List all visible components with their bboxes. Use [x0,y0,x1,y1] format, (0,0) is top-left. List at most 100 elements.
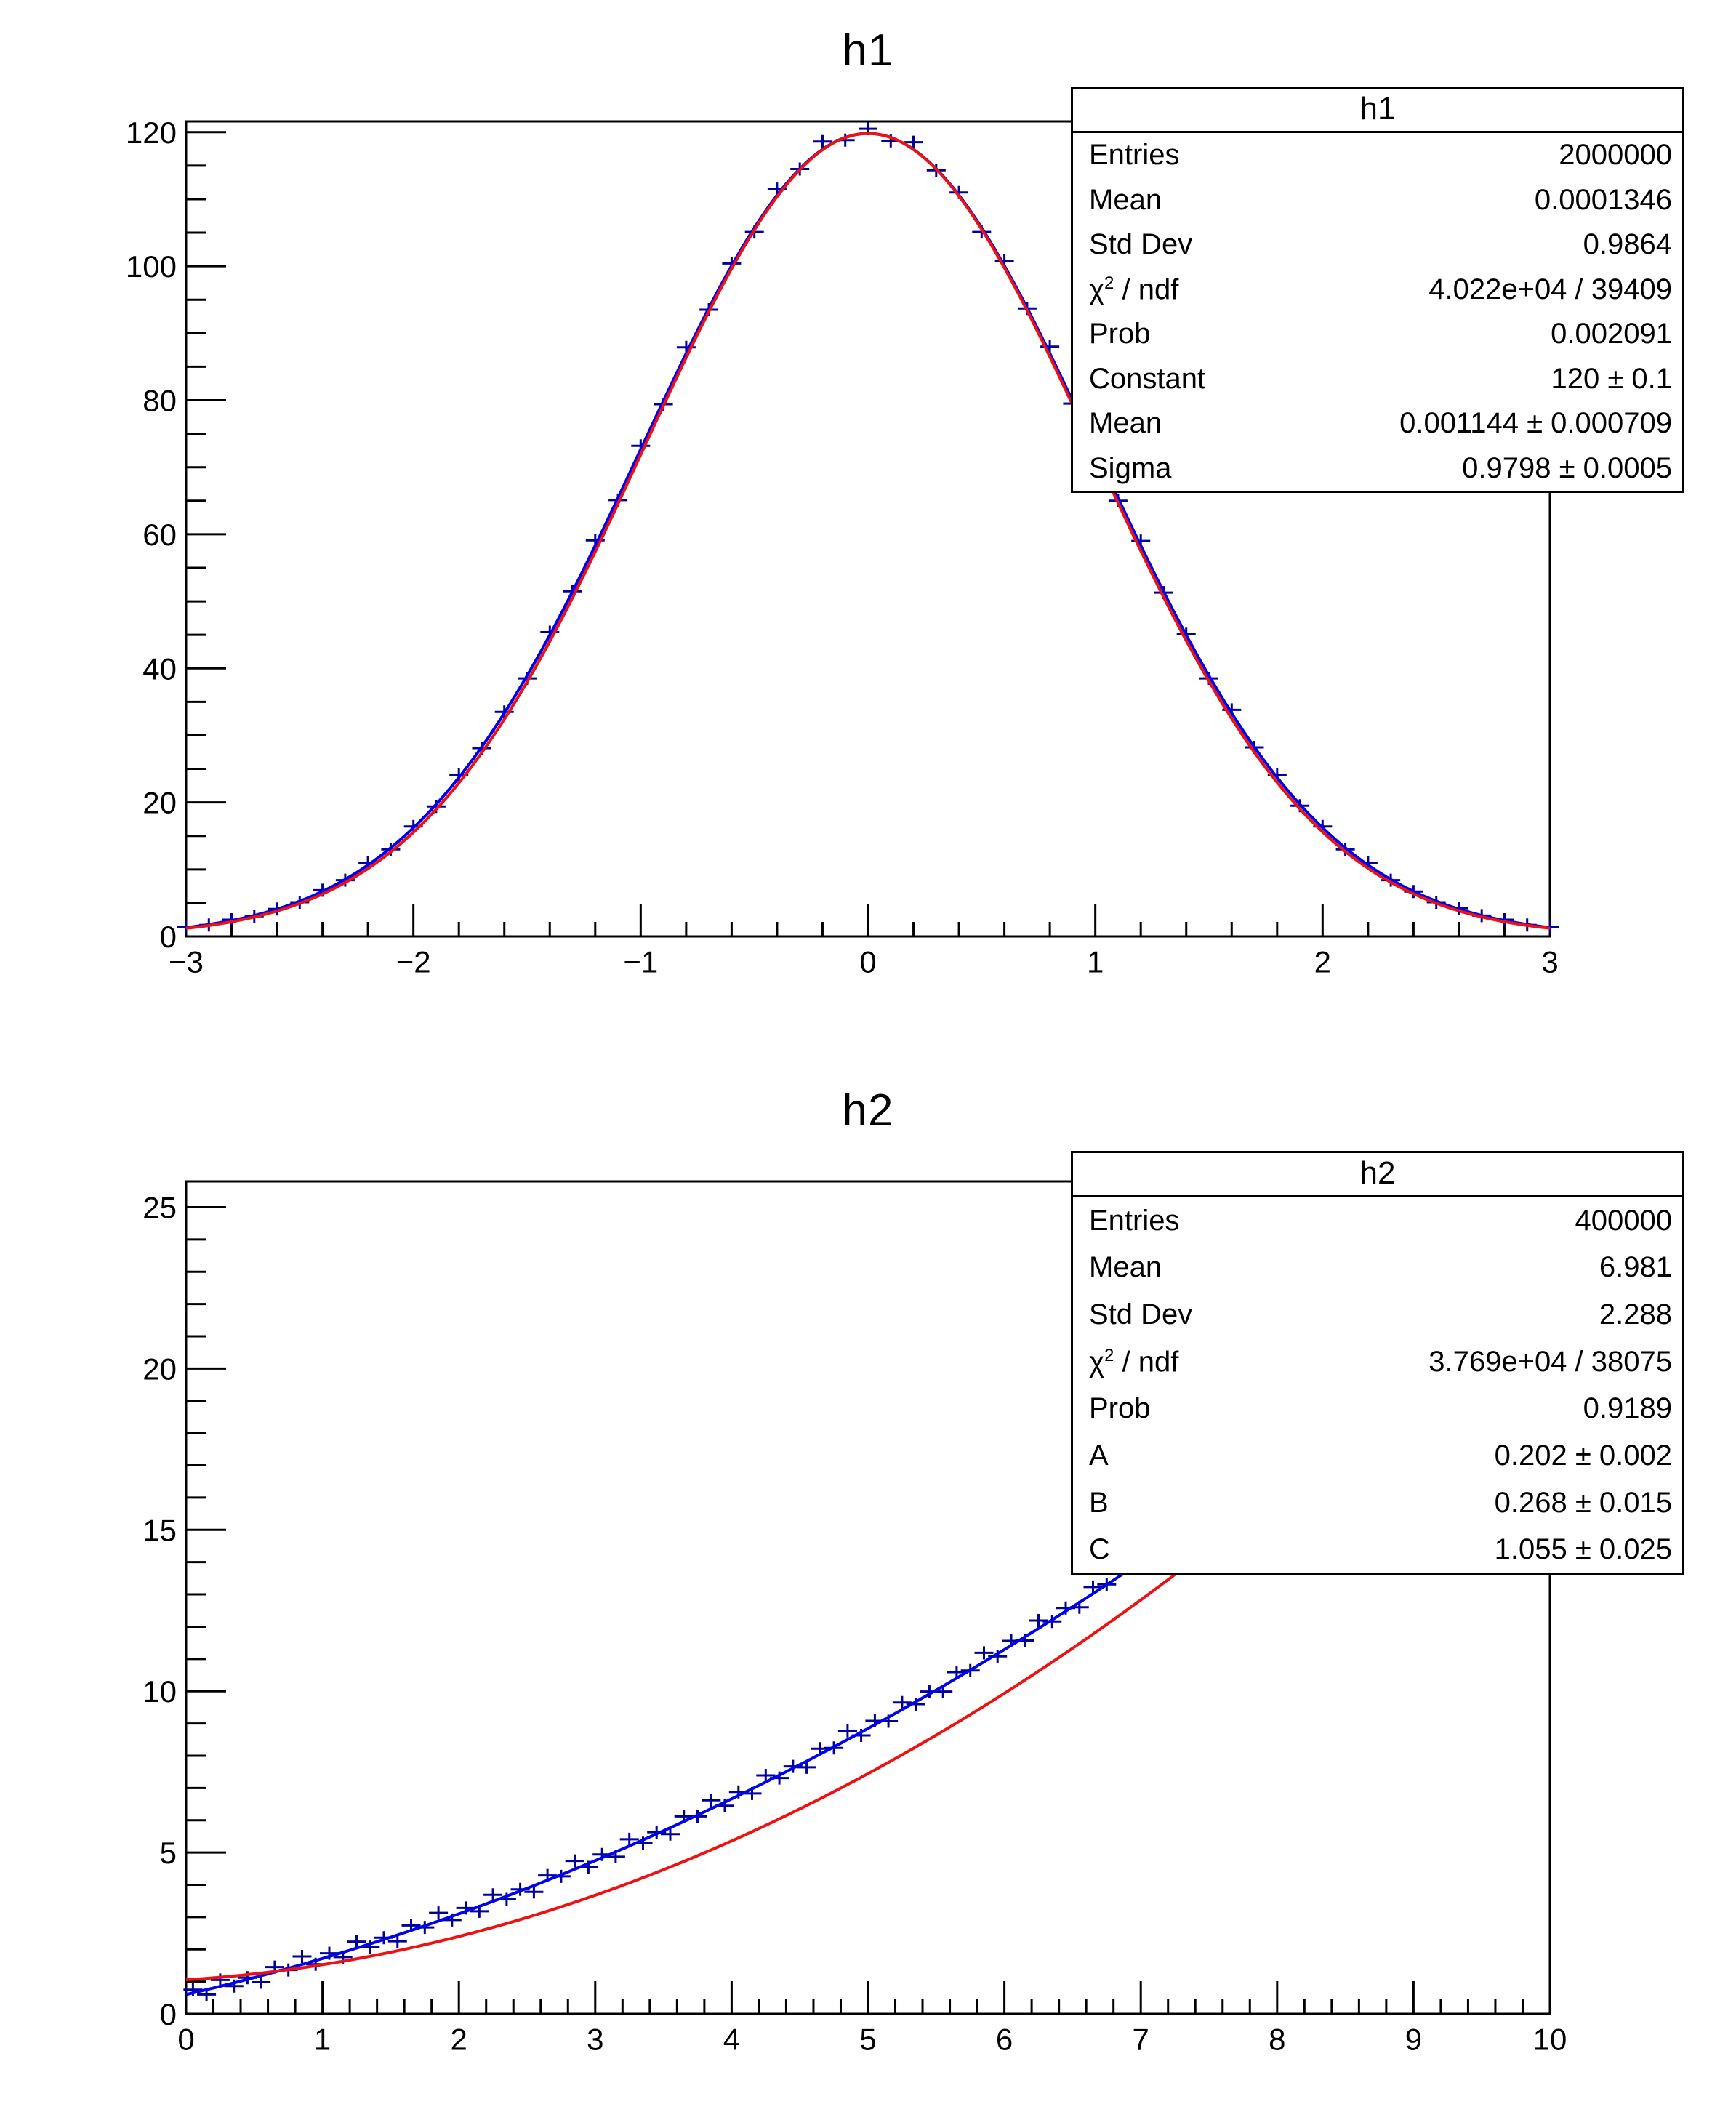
stat-value: 4.022e+04 / 39409 [1428,273,1672,305]
x-axis-tick-label: 1 [314,2022,331,2056]
stats-rows: Entries 2000000 Mean 0.0001346 Std Dev 0.9864… [1073,133,1682,491]
x-axis-tick-label: −1 [623,944,658,979]
stats-box-title: h2 [1073,1153,1682,1197]
data-marker [813,134,832,148]
stat-value: 400000 [1575,1204,1672,1237]
y-axis-tick-label: 80 [142,384,177,418]
stats-row: Entries 2000000 [1073,133,1682,178]
data-marker [210,1973,230,1987]
x-axis-tick-label: 10 [1533,2022,1567,2056]
y-axis-tick-label: 15 [142,1513,177,1547]
x-axis-tick-label: 9 [1405,2022,1422,2056]
data-marker [661,1827,680,1841]
x-axis-tick-label: 6 [996,2022,1013,2056]
h1-stats-box: h1 Entries 2000000 Mean 0.0001346 Std Dev 0.9… [1071,87,1684,493]
stat-value: 120 ± 0.1 [1551,362,1672,395]
y-axis-tick-label: 25 [142,1191,177,1225]
data-marker [619,1832,639,1846]
plot-title-h2: h2 [842,1085,894,1136]
stat-label: Entries [1089,139,1180,172]
stat-label: Mean [1089,183,1162,216]
x-axis-tick-label: 2 [451,2022,467,2056]
h1-gaussian-fit-curve [185,132,1551,930]
stat-value: 0.0001346 [1534,183,1672,216]
y-axis-tick-label: 120 [126,116,177,150]
stat-label: Mean [1089,1251,1162,1284]
stats-row: Entries 400000 [1073,1197,1682,1245]
x-axis-tick-label: 0 [177,2022,194,2056]
y-axis-tick-label: 0 [160,920,177,954]
stat-value: 0.9798 ± 0.0005 [1462,451,1672,484]
stat-label: Entries [1089,1204,1180,1237]
stat-value: 0.268 ± 0.015 [1494,1486,1672,1519]
data-marker [429,1906,449,1920]
stats-row: χ2 / ndf 3.769e+04 / 38075 [1073,1338,1682,1386]
stat-value: 2000000 [1559,139,1672,172]
data-marker [292,1950,312,1963]
stats-row: Std Dev 0.9864 [1073,222,1682,268]
stat-label: C [1089,1533,1110,1566]
h2-data-points-markers [183,1559,1144,2001]
x-axis-tick-label: 5 [859,2022,876,2056]
stats-row: Constant 120 ± 0.1 [1073,357,1682,402]
x-axis-tick-label: 7 [1133,2022,1149,2056]
stat-label: Constant [1089,362,1206,395]
data-marker [347,1935,366,1948]
data-marker [483,1888,503,1902]
stat-label: Std Dev [1089,228,1193,261]
stats-row: χ2 / ndf 4.022e+04 / 39409 [1073,268,1682,313]
stat-label: A [1089,1439,1109,1471]
stat-value: 0.9864 [1583,228,1672,261]
stat-label: Std Dev [1089,1298,1193,1331]
y-axis-tick-label: 100 [126,249,177,284]
stats-row: Sigma 0.9798 ± 0.0005 [1073,446,1682,491]
stat-label: χ2 / ndf [1089,273,1179,305]
y-axis-tick-label: 60 [142,518,177,552]
stats-row: Std Dev 2.288 [1073,1291,1682,1338]
stat-label: Prob [1089,318,1151,350]
stats-rows: Entries 400000 Mean 6.981 Std Dev 2.288 χ2 / n… [1073,1197,1682,1573]
stat-value: 1.055 ± 0.025 [1494,1533,1672,1566]
x-axis-tick-label: 8 [1269,2022,1285,2056]
x-axis-tick-label: 2 [1314,944,1331,979]
stats-row: Mean 0.0001346 [1073,178,1682,223]
stat-label: B [1089,1486,1109,1519]
stats-row: Mean 6.981 [1073,1245,1682,1292]
x-axis-tick-label: 4 [723,2022,740,2056]
stat-value: 0.202 ± 0.002 [1494,1439,1672,1471]
stat-value: 0.9189 [1583,1392,1672,1425]
data-marker [892,1695,912,1709]
y-axis-tick-label: 20 [142,786,177,820]
stat-label: χ2 / ndf [1089,1345,1179,1378]
data-marker [387,1935,407,1948]
stats-row: A 0.202 ± 0.002 [1073,1432,1682,1479]
y-axis-tick-label: 0 [160,1997,177,2031]
data-marker [974,1646,994,1660]
y-axis-tick-label: 40 [142,651,177,686]
stat-value: 6.981 [1599,1251,1672,1284]
stat-value: 3.769e+04 / 38075 [1428,1345,1672,1378]
h2-stats-box: h2 Entries 400000 Mean 6.981 Std Dev 2.288 χ2 … [1071,1151,1684,1575]
stats-row: C 1.055 ± 0.025 [1073,1526,1682,1573]
plot-title-h1: h1 [842,25,894,76]
y-axis-tick-label: 20 [142,1352,177,1386]
x-axis-tick-label: −3 [169,944,204,979]
h1-plot-area: −3 −2 −1 0 1 2 3 0 20 40 60 80 100 120 [126,116,1559,979]
data-marker [837,1724,857,1738]
x-axis-tick-label: 0 [859,944,876,979]
stats-row: Prob 0.9189 [1073,1386,1682,1433]
data-marker [565,1854,584,1868]
stats-row: Mean 0.001144 ± 0.000709 [1073,401,1682,446]
y-axis-tick-label: 10 [142,1674,177,1709]
x-axis-tick-label: −2 [396,944,431,979]
data-marker [524,1885,544,1899]
data-marker [797,1760,816,1774]
data-marker [252,1975,271,1989]
stats-row: B 0.268 ± 0.015 [1073,1479,1682,1527]
y-axis-tick-label: 5 [160,1836,177,1870]
stat-label: Mean [1089,407,1162,440]
x-axis-tick-label: 3 [1541,944,1558,979]
data-marker [756,1769,776,1782]
